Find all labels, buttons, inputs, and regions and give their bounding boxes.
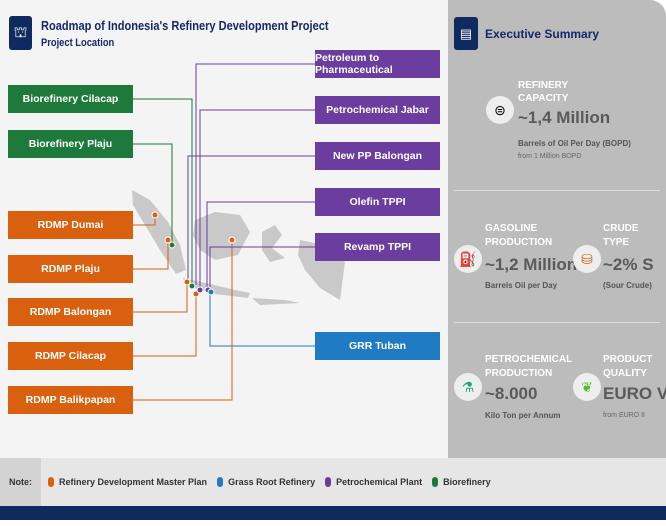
box-grr-tuban[interactable]: GRR Tuban <box>315 332 440 360</box>
crude-value: ~2% S <box>603 255 654 274</box>
legend-swatch-green <box>432 477 439 487</box>
oil-barrels-icon: ⛁ <box>573 245 601 273</box>
marker-tuban <box>207 288 215 296</box>
capacity-label: CAPACITY <box>518 93 569 104</box>
summary-title: Executive Summary <box>485 27 600 41</box>
page-title: Roadmap of Indonesia's Refinery Developm… <box>41 18 329 33</box>
box-petrochemical-jabar[interactable]: Petrochemical Jabar <box>315 96 440 124</box>
marker-cilacap-bio <box>188 282 196 290</box>
box-rdmp-dumai[interactable]: RDMP Dumai <box>8 211 133 239</box>
production-label: PRODUCTION <box>485 368 553 379</box>
divider <box>454 190 660 191</box>
page-subtitle: Project Location <box>41 37 115 49</box>
legend-items: Refinery Development Master Plan Grass R… <box>48 458 666 506</box>
box-rdmp-plaju[interactable]: RDMP Plaju <box>8 255 133 283</box>
legend-label: Biorefinery <box>443 477 491 487</box>
crude-unit: (Sour Crude) <box>603 281 652 290</box>
executive-summary-panel: ▤ Executive Summary ⊜ REFINERY CAPACITY … <box>448 0 666 458</box>
box-revamp-tppi[interactable]: Revamp TPPI <box>315 233 440 261</box>
box-rdmp-balongan[interactable]: RDMP Balongan <box>8 298 133 326</box>
marker-balongan <box>183 278 191 286</box>
legend-label: Refinery Development Master Plan <box>59 477 208 487</box>
legend-swatch-orange <box>48 477 54 487</box>
legend-item-biorefinery: Biorefinery <box>432 477 491 487</box>
refinery-value: ~1,4 Million <box>518 108 611 127</box>
legend-item-grr: Grass Root Refinery <box>217 477 315 487</box>
box-rdmp-cilacap[interactable]: RDMP Cilacap <box>8 342 133 370</box>
legend-label: Grass Root Refinery <box>228 477 316 487</box>
marker-plaju-bio <box>168 241 176 249</box>
petrochemical-value: ~8.000 <box>485 384 538 403</box>
quality-note: from EURO II <box>603 412 646 419</box>
product-label: PRODUCT <box>603 354 653 365</box>
refinery-note: from 1 Million BOPD <box>518 153 582 160</box>
report-icon: ▤ <box>454 17 478 50</box>
legend-item-petrochemical: Petrochemical Plant <box>325 477 422 487</box>
legend-label: Petrochemical Plant <box>336 477 423 487</box>
petrochemical-label: PETROCHEMICAL <box>485 354 573 365</box>
crude-label: CRUDE <box>603 223 639 234</box>
box-new-pp-balongan[interactable]: New PP Balongan <box>315 142 440 170</box>
box-biorefinery-plaju[interactable]: Biorefinery Plaju <box>8 130 133 158</box>
gasoline-unit: Barrels Oil per Day <box>485 281 558 290</box>
gasoline-label: GASOLINE <box>485 223 538 234</box>
legend-item-rdmp: Refinery Development Master Plan <box>48 477 207 487</box>
divider <box>454 322 660 323</box>
gasoline-value: ~1,2 Million <box>485 255 578 274</box>
marker-plaju <box>164 236 172 244</box>
type-label: TYPE <box>603 237 630 248</box>
fuel-pump-icon: ⛽ <box>454 245 482 273</box>
legend-note-label: Note: <box>0 458 41 506</box>
box-olefin-tppi[interactable]: Olefin TPPI <box>315 188 440 216</box>
roadmap-panel: ⛫ Roadmap of Indonesia's Refinery Develo… <box>0 0 448 458</box>
petrochemical-unit: Kilo Ton per Annum <box>485 411 561 420</box>
box-biorefinery-cilacap[interactable]: Biorefinery Cilacap <box>8 85 133 113</box>
marker-petrochem <box>196 286 204 294</box>
eco-leaf-icon: ❦ <box>573 373 601 401</box>
legend-swatch-blue <box>217 477 224 487</box>
refinery-logo-icon: ⛫ <box>9 16 32 50</box>
production-label: PRODUCTION <box>485 237 553 248</box>
legend: Note: Refinery Development Master Plan G… <box>0 458 666 506</box>
box-petroleum-to-pharmaceutical[interactable]: Petroleum to Pharmaceutical <box>315 50 440 78</box>
marker-balikpapan <box>228 236 236 244</box>
marker-dumai <box>151 211 159 219</box>
quality-value: EURO V <box>603 384 666 403</box>
legend-swatch-purple <box>325 477 332 487</box>
quality-label: QUALITY <box>603 368 647 379</box>
box-rdmp-balikpapan[interactable]: RDMP Balikpapan <box>8 386 133 414</box>
refinery-label: REFINERY <box>518 80 569 91</box>
footer-bar <box>0 506 666 520</box>
chemical-bottles-icon: ⚗ <box>454 373 482 401</box>
pipes-icon: ⊜ <box>486 96 514 124</box>
marker-cilacap <box>192 290 200 298</box>
refinery-unit: Barrels of Oil Per Day (BOPD) <box>518 139 631 148</box>
